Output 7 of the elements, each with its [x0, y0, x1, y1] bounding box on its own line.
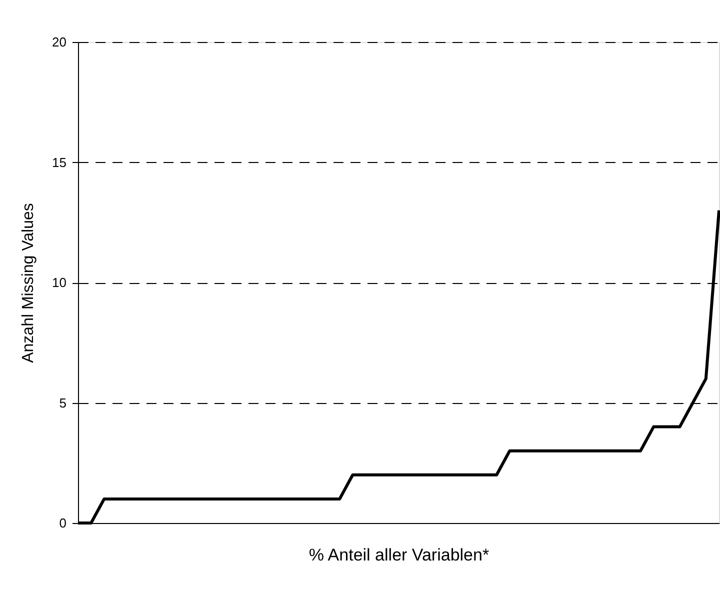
- x-axis-title: % Anteil aller Variablen*: [308, 546, 490, 564]
- y-tick-label: 15: [52, 154, 66, 170]
- y-tick-label: 20: [52, 34, 66, 50]
- y-axis-title: Anzahl Missing Values: [20, 203, 38, 363]
- y-tick-label: 10: [52, 275, 66, 290]
- y-tick-label: 5: [59, 395, 66, 410]
- y-tick-label: 0: [59, 516, 66, 530]
